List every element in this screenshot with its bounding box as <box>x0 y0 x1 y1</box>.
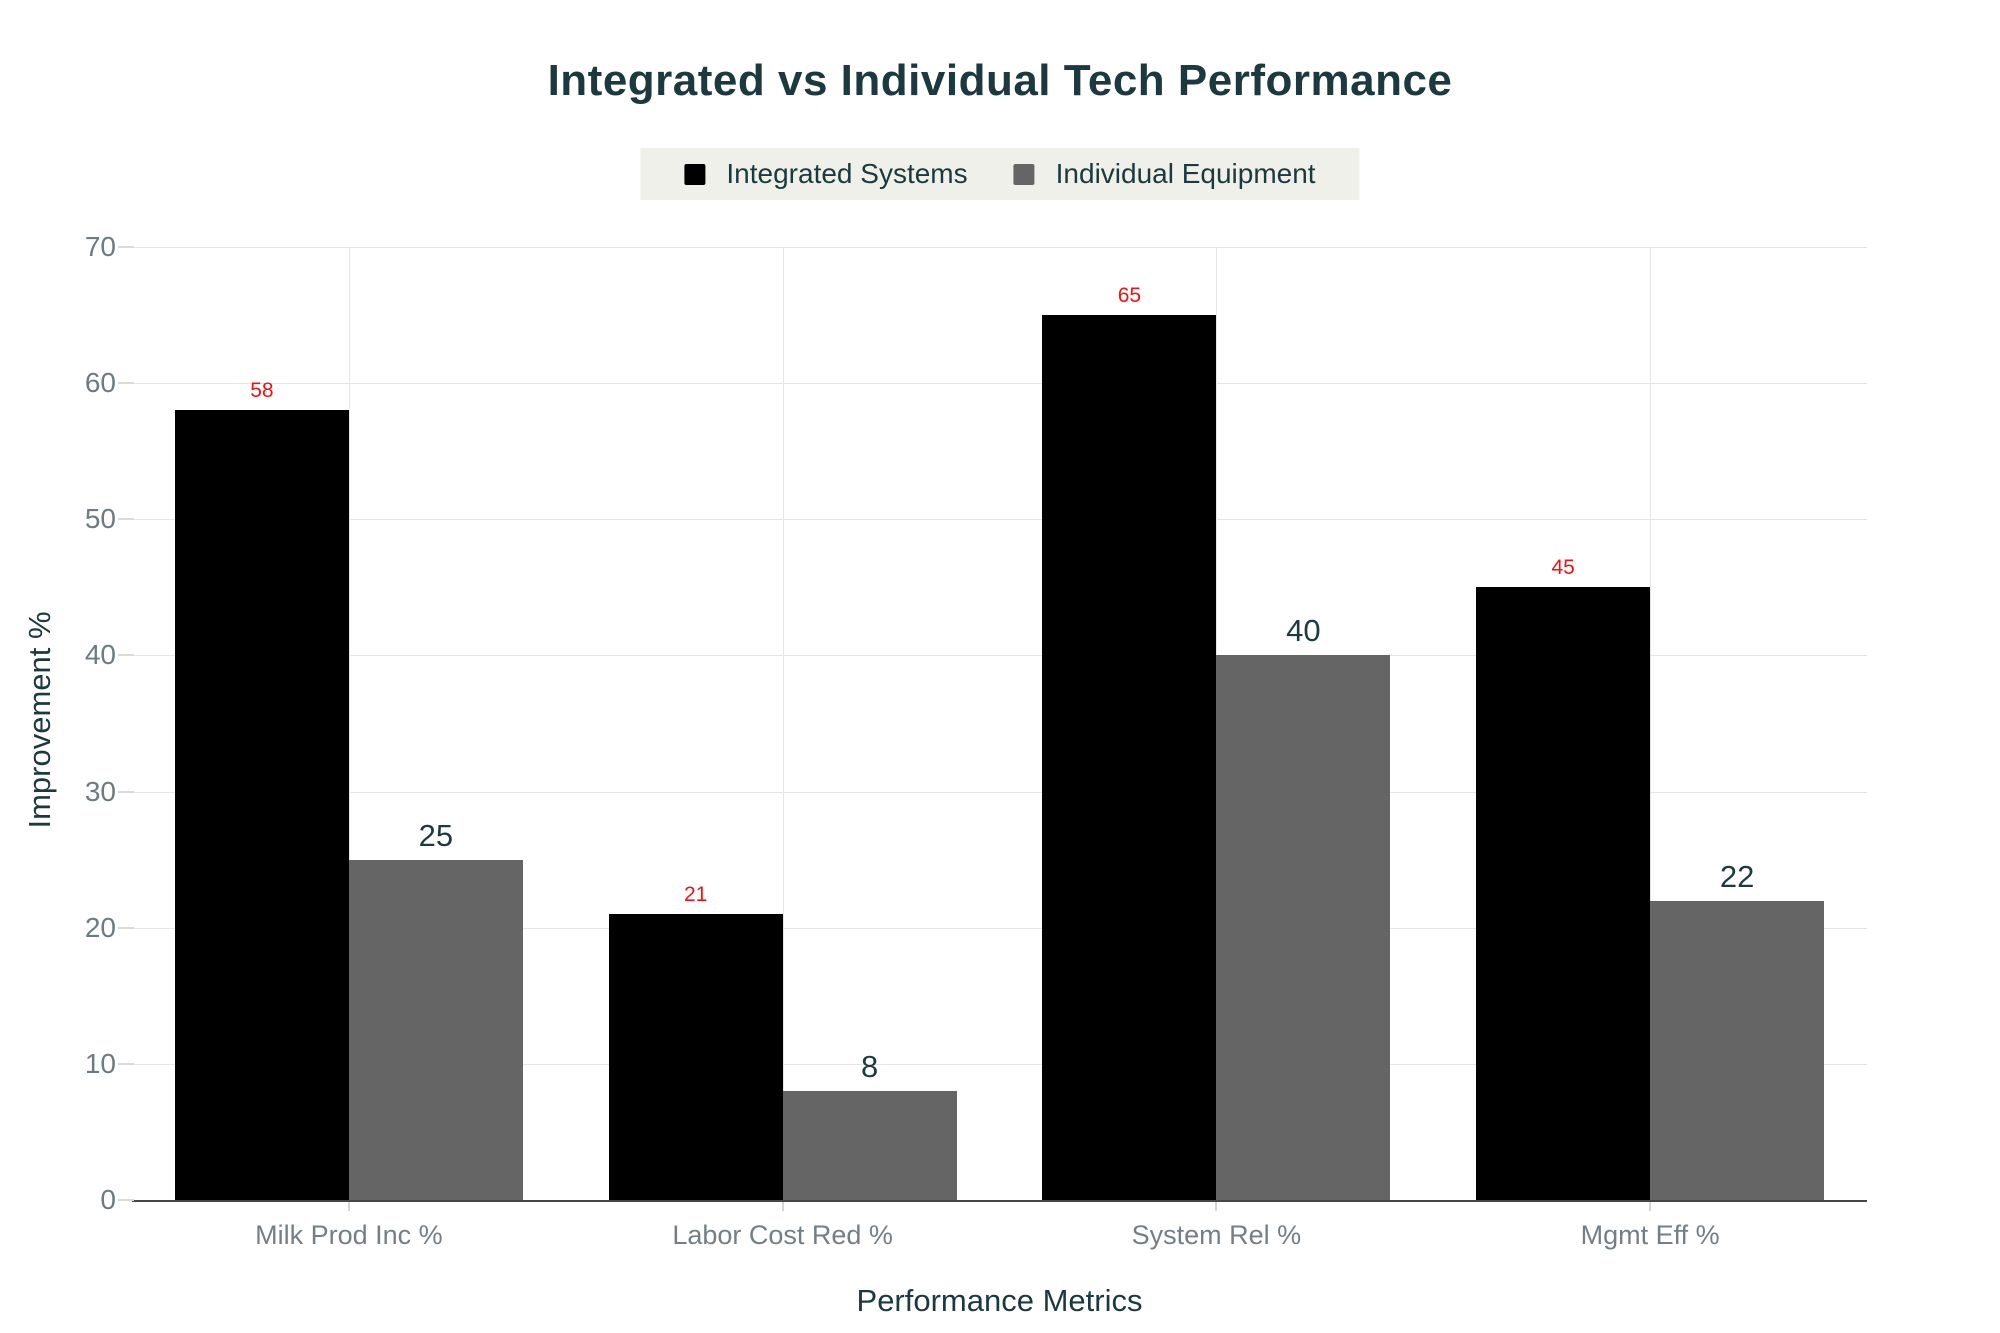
data-label-integrated-systems-milk-prod-inc: 58 <box>250 379 274 403</box>
data-label-individual-equipment-milk-prod-inc: 25 <box>418 817 454 853</box>
x-tick-mark-labor-cost-red <box>781 1202 784 1211</box>
bar-integrated-systems-mgmt-eff <box>1476 587 1651 1200</box>
legend-swatch-individual-equipment <box>1013 163 1035 185</box>
y-tick-mark-30 <box>118 790 134 793</box>
data-label-integrated-systems-system-rel: 65 <box>1117 284 1142 308</box>
h-gridline-60 <box>132 383 1867 385</box>
y-tick-label-10: 10 <box>84 1047 116 1079</box>
x-tick-mark-milk-prod-inc <box>347 1202 350 1211</box>
y-tick-mark-70 <box>118 246 134 248</box>
h-gridline-40 <box>132 655 1867 657</box>
h-gridline-10 <box>132 1063 1867 1065</box>
legend: Integrated Systems Individual Equipment <box>640 148 1360 200</box>
y-tick-label-0: 0 <box>100 1184 116 1215</box>
y-tick-mark-50 <box>118 518 134 521</box>
bar-individual-equipment-labor-cost-red <box>782 1091 957 1200</box>
bar-integrated-systems-system-rel <box>1042 315 1217 1200</box>
chart-title: Integrated vs Individual Tech Performanc… <box>547 56 1453 105</box>
bar-individual-equipment-mgmt-eff <box>1650 900 1825 1200</box>
y-tick-label-60: 60 <box>84 367 116 399</box>
bar-individual-equipment-system-rel <box>1216 655 1391 1200</box>
bar-integrated-systems-labor-cost-red <box>608 914 783 1200</box>
legend-swatch-integrated-systems <box>684 163 706 185</box>
x-axis-title: Performance Metrics <box>856 1283 1143 1318</box>
bar-integrated-systems-milk-prod-inc <box>174 410 349 1200</box>
data-label-integrated-systems-mgmt-eff: 45 <box>1551 556 1575 580</box>
legend-label-individual-equipment: Individual Equipment <box>1055 158 1316 189</box>
y-tick-label-20: 20 <box>84 911 116 943</box>
x-category-label-milk-prod-inc: Milk Prod Inc % <box>255 1220 443 1250</box>
y-tick-mark-0 <box>118 1199 134 1201</box>
h-gridline-20 <box>132 927 1867 929</box>
y-tick-label-70: 70 <box>84 231 116 262</box>
y-tick-mark-10 <box>118 1062 134 1065</box>
v-gridline-milk-prod-inc <box>348 247 350 1200</box>
y-tick-mark-40 <box>118 654 134 657</box>
h-gridline-50 <box>132 519 1867 521</box>
x-category-label-labor-cost-red: Labor Cost Red % <box>672 1220 893 1250</box>
y-tick-label-30: 30 <box>84 775 116 807</box>
x-tick-mark-system-rel <box>1215 1202 1218 1211</box>
x-tick-mark-mgmt-eff <box>1649 1202 1652 1211</box>
x-category-label-mgmt-eff: Mgmt Eff % <box>1580 1220 1720 1250</box>
bar-individual-equipment-milk-prod-inc <box>348 859 523 1200</box>
v-gridline-labor-cost-red <box>782 247 784 1200</box>
data-label-individual-equipment-mgmt-eff: 22 <box>1719 858 1755 894</box>
h-gridline-30 <box>132 791 1867 793</box>
h-gridline-70 <box>132 247 1867 248</box>
v-gridline-mgmt-eff <box>1650 247 1652 1200</box>
plot-area: 58 25 21 8 65 40 45 22 <box>132 247 1867 1202</box>
y-tick-label-40: 40 <box>84 639 116 671</box>
x-category-label-system-rel: System Rel % <box>1131 1220 1302 1250</box>
y-tick-mark-20 <box>118 926 134 929</box>
legend-item-integrated-systems[interactable]: Integrated Systems <box>684 158 968 190</box>
data-label-individual-equipment-system-rel: 40 <box>1286 613 1321 649</box>
data-label-integrated-systems-labor-cost-red: 21 <box>683 883 708 907</box>
data-label-individual-equipment-labor-cost-red: 8 <box>861 1049 879 1085</box>
legend-label-integrated-systems: Integrated Systems <box>726 158 968 189</box>
y-tick-mark-60 <box>118 382 134 385</box>
y-tick-label-50: 50 <box>84 503 116 535</box>
legend-item-individual-equipment[interactable]: Individual Equipment <box>1013 158 1316 190</box>
